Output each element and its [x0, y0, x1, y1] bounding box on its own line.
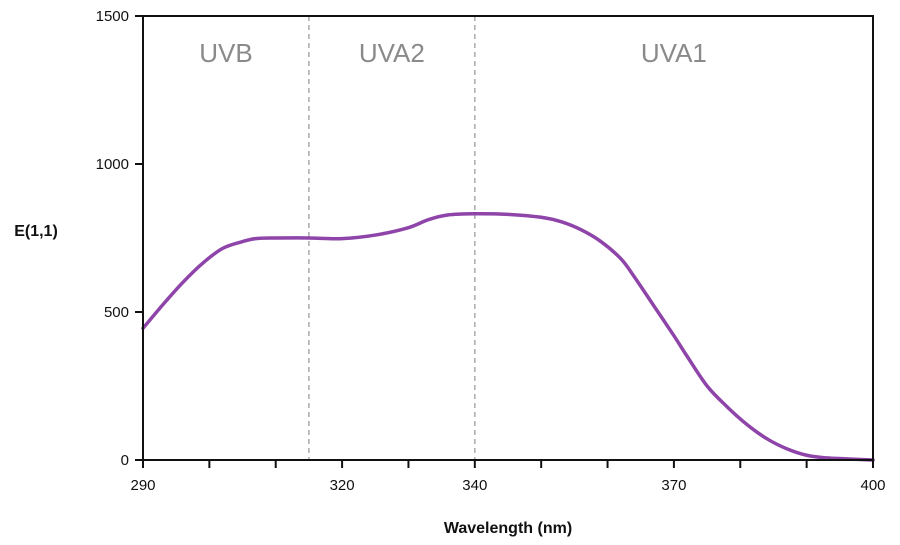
region-label-uva2: UVA2: [359, 38, 425, 68]
y-axis-ticks: 0 500 1000 1500: [96, 8, 143, 469]
x-tick-label-370: 370: [661, 477, 686, 494]
region-labels: UVB UVA2 UVA1: [199, 38, 707, 68]
y-tick-label-500: 500: [104, 304, 129, 321]
region-label-uvb: UVB: [199, 38, 252, 68]
x-tick-label-290: 290: [130, 477, 155, 494]
x-tick-label-400: 400: [860, 477, 885, 494]
region-dividers: [308, 16, 476, 460]
x-axis-label: Wavelength (nm): [444, 520, 572, 537]
region-label-uva1: UVA1: [641, 38, 707, 68]
y-tick-label-0: 0: [121, 452, 129, 469]
x-tick-label-320: 320: [330, 477, 355, 494]
series-line-0: [141, 211, 875, 462]
y-tick-label-1000: 1000: [96, 156, 129, 173]
y-axis-label: E(1,1): [14, 223, 58, 240]
series-layer: [141, 211, 875, 462]
x-tick-label-340: 340: [462, 477, 487, 494]
y-tick-label-1500: 1500: [96, 8, 129, 25]
x-axis-ticks: 290 320 340 370 400: [130, 460, 886, 494]
plot-frame: [142, 15, 874, 461]
